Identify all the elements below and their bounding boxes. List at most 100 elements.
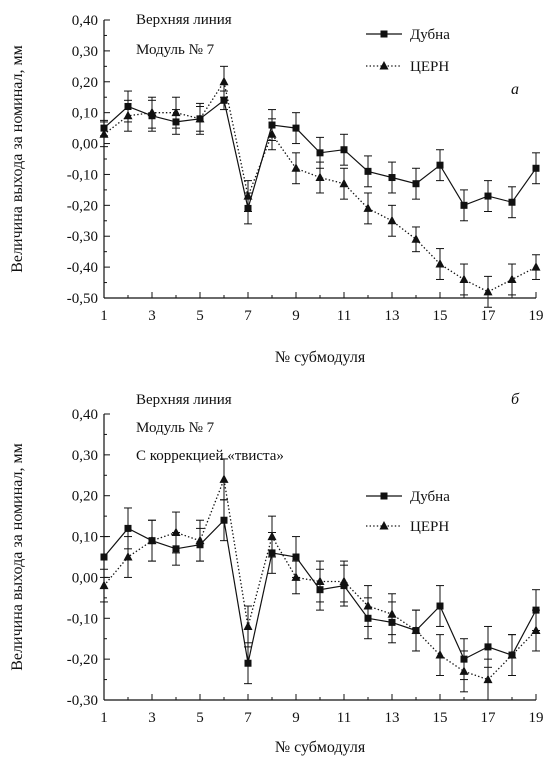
data-point [291,572,301,581]
legend-marker [379,521,389,530]
data-point [508,198,516,206]
data-point [531,262,541,271]
x-tick-label: 3 [148,710,156,726]
y-tick-label: 0,30 [72,448,98,464]
data-point [316,149,324,157]
y-tick-label: 0,20 [72,75,98,91]
legend-entry: ЦЕРН [366,59,449,75]
x-tick-label: 11 [337,308,351,324]
x-tick-label: 19 [529,710,544,726]
data-point [99,129,109,138]
y-tick-label: 0,30 [72,44,98,60]
y-tick-label: -0,20 [67,652,98,668]
x-tick-label: 3 [148,308,156,324]
legend-label: Дубна [410,489,450,505]
x-tick-label: 19 [529,308,544,324]
data-point [363,601,373,610]
data-point [340,146,348,154]
x-axis-label: № субмодуля [275,349,366,366]
data-point [99,580,109,590]
legend-label: ЦЕРН [410,519,449,535]
data-point [315,576,325,586]
x-tick-label: 15 [433,710,448,726]
data-point [411,625,421,635]
x-tick-label: 9 [292,308,300,324]
legend-marker [380,30,388,38]
data-point [124,524,132,532]
series-2 [99,458,541,701]
data-point [243,621,253,630]
legend-entry: ЦЕРН [366,519,449,535]
data-point [484,192,492,200]
data-point [507,650,517,659]
x-tick-label: 5 [196,710,204,726]
x-tick-label: 15 [433,308,448,324]
x-tick-label: 9 [292,710,300,726]
data-point [100,553,108,561]
chart-panel-1: 0,40 0,30 0,20 0,10 0,00 -0,10 -0,20 -0,30 -0,40… [9,12,544,366]
x-tick-label: 5 [196,308,204,324]
y-tick-label: -0,30 [67,229,98,245]
x-tick-label: 1 [100,710,108,726]
data-point [220,96,228,104]
annotation-text: Верхняя линия [136,12,232,28]
data-point [460,201,468,209]
annotation-text: Модуль № 7 [136,42,215,58]
data-point [292,124,300,132]
y-tick-label: -0,10 [67,167,98,183]
data-point [195,113,205,123]
data-point [387,215,397,225]
data-point [267,129,277,138]
panel-letter: а [511,81,519,98]
y-tick-label: -0,20 [67,198,98,214]
legend-entry: Дубна [366,489,450,505]
y-tick-label: -0,30 [67,693,98,709]
data-point [483,286,493,296]
y-tick-label: 0,00 [72,570,98,586]
series-2 [99,65,541,308]
data-point [531,625,541,635]
data-point [459,666,469,675]
data-point [171,107,181,117]
y-axis-label: Величина выхода за номинал, мм [9,45,26,272]
data-point [147,107,157,117]
y-tick-label: -0,10 [67,611,98,627]
data-point [123,110,133,120]
data-point [412,180,420,188]
x-axis-label: № субмодуля [275,739,366,756]
y-tick-label: 0,40 [72,13,98,29]
data-point [507,274,517,283]
data-point [219,76,229,86]
panel-letter: б [511,391,520,408]
data-point [219,474,229,483]
data-point [243,191,253,200]
data-point [147,535,157,545]
x-tick-label: 7 [244,710,252,726]
x-tick-label: 17 [481,308,497,324]
data-point [315,172,325,182]
x-tick-label: 17 [481,710,497,726]
data-point [483,674,493,684]
y-tick-label: 0,10 [72,106,98,122]
data-point [459,274,469,283]
legend-label: Дубна [410,27,450,43]
data-point [195,535,205,545]
data-point [220,516,228,524]
data-point [267,531,277,541]
x-tick-label: 13 [385,308,400,324]
data-point [339,178,349,188]
chart-panel-2: 0,400,300,200,100,00-0,10-0,20-0,301 3 5 7 9… [9,391,544,756]
annotation-text: Верхняя линия [136,392,232,408]
legend-marker [380,492,388,500]
data-point [388,174,396,182]
data-point [436,161,444,169]
x-tick-label: 13 [385,710,400,726]
data-point [435,650,445,659]
data-point [244,659,252,667]
data-point [532,164,540,172]
x-tick-label: 1 [100,308,108,324]
data-point [436,602,444,610]
legend-entry: Дубна [366,27,450,43]
data-point [435,259,445,268]
